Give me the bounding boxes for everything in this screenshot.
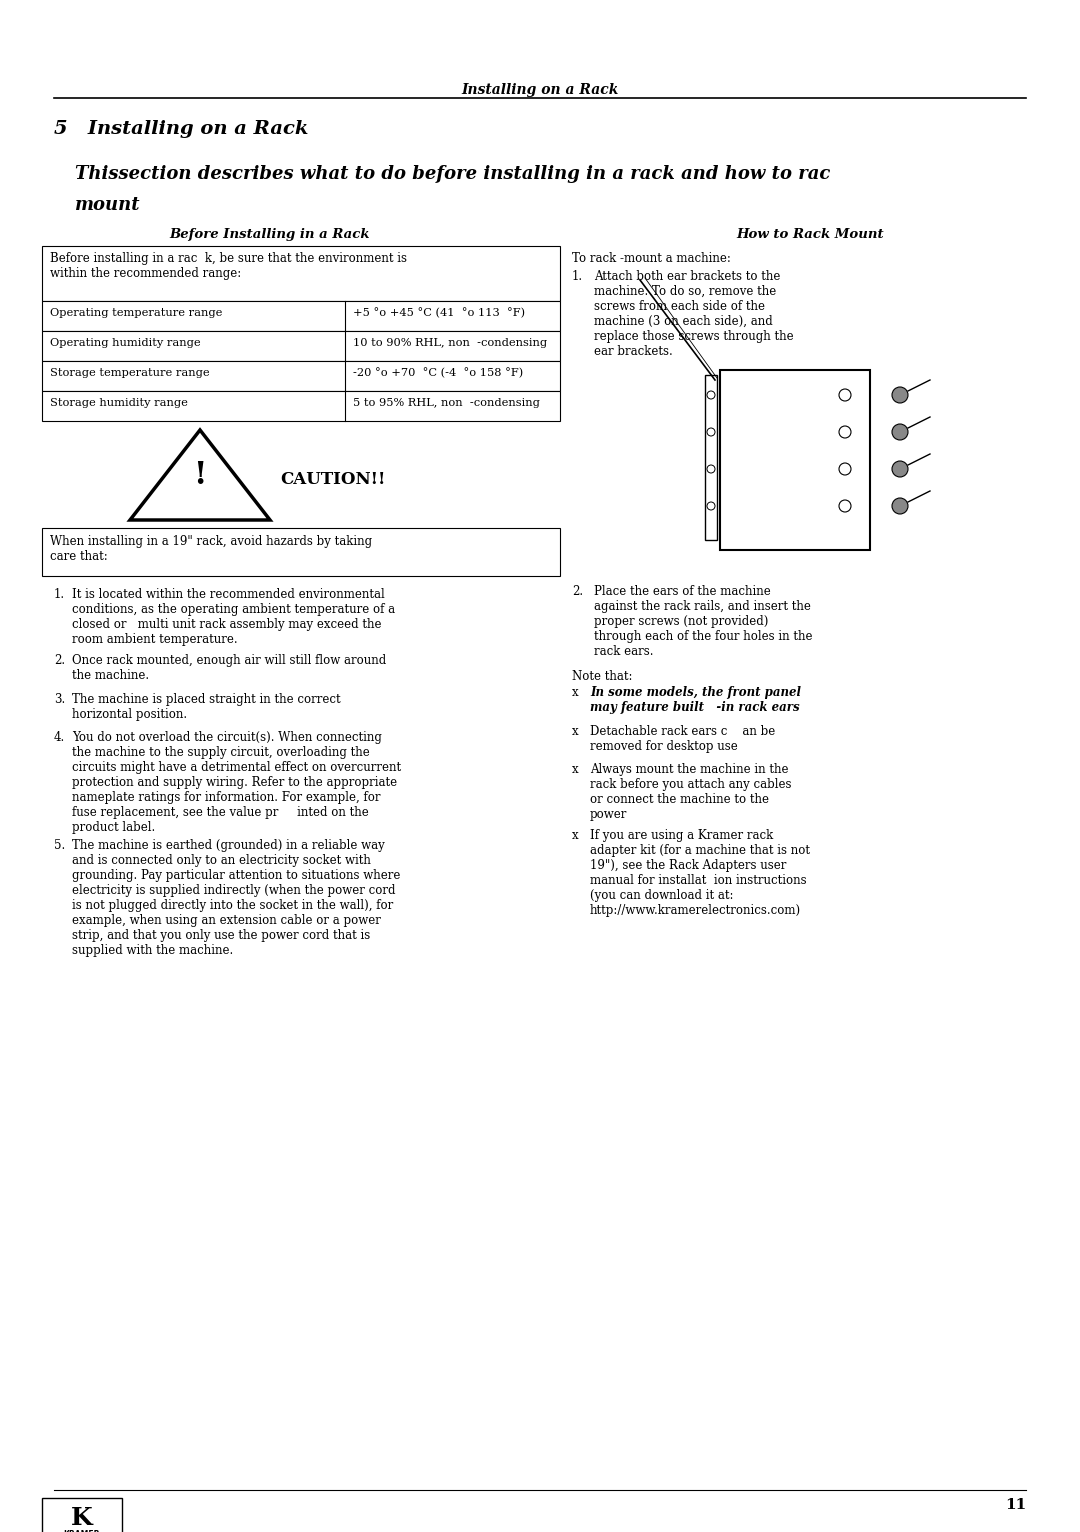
Circle shape: [892, 424, 908, 440]
Text: x: x: [572, 763, 579, 777]
Text: The machine is earthed (grounded) in a reliable way
and is connected only to an : The machine is earthed (grounded) in a r…: [72, 840, 401, 958]
Text: Detachable rack ears c    an be
removed for desktop use: Detachable rack ears c an be removed for…: [590, 725, 775, 752]
Text: 5 to 95% RHL, non  -condensing: 5 to 95% RHL, non -condensing: [353, 398, 540, 408]
Text: 10 to 90% RHL, non  -condensing: 10 to 90% RHL, non -condensing: [353, 339, 548, 348]
Text: Before installing in a rac  k, be sure that the environment is
within the recomm: Before installing in a rac k, be sure th…: [50, 251, 407, 280]
Text: When installing in a 19" rack, avoid hazards by taking
care that:: When installing in a 19" rack, avoid haz…: [50, 535, 373, 562]
Text: 5   Installing on a Rack: 5 Installing on a Rack: [54, 119, 309, 138]
Text: 2.: 2.: [572, 585, 583, 597]
Text: 1.: 1.: [572, 270, 583, 283]
Text: mount: mount: [75, 196, 140, 214]
Text: Once rack mounted, enough air will still flow around
the machine.: Once rack mounted, enough air will still…: [72, 654, 387, 682]
Circle shape: [892, 388, 908, 403]
Text: Installing on a Rack: Installing on a Rack: [461, 83, 619, 97]
Text: Thissection describes what to do before installing in a rack and how to rac: Thissection describes what to do before …: [75, 165, 831, 182]
Text: It is located within the recommended environmental
conditions, as the operating : It is located within the recommended env…: [72, 588, 395, 647]
Text: How to Rack Mount: How to Rack Mount: [737, 228, 883, 241]
Text: x: x: [572, 725, 579, 737]
Text: 4.: 4.: [54, 731, 65, 745]
Text: Place the ears of the machine
against the rack rails, and insert the
proper scre: Place the ears of the machine against th…: [594, 585, 812, 659]
Bar: [42, 247, 561, 300]
Text: 11: 11: [1004, 1498, 1026, 1512]
Text: Attach both ear brackets to the
machine. To do so, remove the
screws from each s: Attach both ear brackets to the machine.…: [594, 270, 794, 358]
Text: You do not overload the circuit(s). When connecting
the machine to the supply ci: You do not overload the circuit(s). When…: [72, 731, 401, 835]
Bar: [42, 331, 561, 362]
Text: If you are using a Kramer rack
adapter kit (for a machine that is not
19"), see : If you are using a Kramer rack adapter k…: [590, 829, 810, 918]
Text: x: x: [572, 829, 579, 843]
Text: Before Installing in a Rack: Before Installing in a Rack: [170, 228, 370, 241]
Bar: [42, 391, 561, 421]
Circle shape: [892, 461, 908, 476]
Bar: [42, 362, 561, 391]
Text: 2.: 2.: [54, 654, 65, 668]
Text: x: x: [572, 686, 579, 699]
Text: Storage temperature range: Storage temperature range: [50, 368, 210, 378]
Text: 5.: 5.: [54, 840, 65, 852]
Text: CAUTION!!: CAUTION!!: [280, 472, 386, 489]
Text: 3.: 3.: [54, 692, 65, 706]
Bar: [42, 300, 561, 331]
Circle shape: [892, 498, 908, 515]
Bar: [720, 371, 870, 550]
Text: Operating temperature range: Operating temperature range: [50, 308, 222, 319]
Bar: [42, 529, 561, 576]
Text: To rack -mount a machine:: To rack -mount a machine:: [572, 251, 731, 265]
Text: Storage humidity range: Storage humidity range: [50, 398, 188, 408]
Text: Always mount the machine in the
rack before you attach any cables
or connect the: Always mount the machine in the rack bef…: [590, 763, 792, 821]
Text: 1.: 1.: [54, 588, 65, 601]
Text: KRAMER: KRAMER: [64, 1530, 100, 1532]
Text: -20 °o +70  °C (-4  °o 158 °F): -20 °o +70 °C (-4 °o 158 °F): [353, 368, 523, 378]
Text: The machine is placed straight in the correct
horizontal position.: The machine is placed straight in the co…: [72, 692, 340, 720]
Text: In some models, the front panel
may feature built   -in rack ears: In some models, the front panel may feat…: [590, 686, 801, 714]
Bar: [42, 1498, 122, 1532]
Bar: [705, 375, 717, 539]
Text: +5 °o +45 °C (41  °o 113  °F): +5 °o +45 °C (41 °o 113 °F): [353, 308, 525, 319]
Text: Note that:: Note that:: [572, 669, 633, 683]
Text: !: !: [193, 460, 206, 490]
Text: Operating humidity range: Operating humidity range: [50, 339, 201, 348]
Text: K: K: [71, 1506, 93, 1530]
